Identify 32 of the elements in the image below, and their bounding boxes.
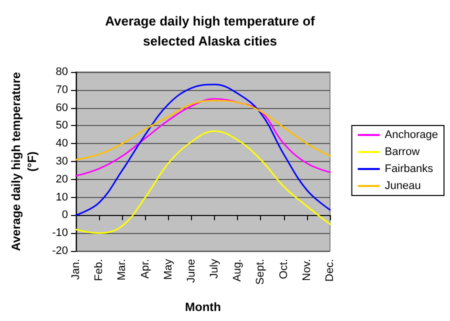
y-tick-label: 10 <box>56 191 68 204</box>
legend-label: Juneau <box>384 180 421 192</box>
y-tick-label: 80 <box>56 66 68 78</box>
x-tick-label: Aug. <box>232 259 244 282</box>
x-axis-title: Month <box>185 300 221 314</box>
x-tick-label: Nov. <box>300 259 313 281</box>
y-tick-label: 40 <box>56 138 68 150</box>
line-series <box>75 98 331 177</box>
y-tick-label: 0 <box>62 209 68 222</box>
legend-label: Barrow <box>384 146 420 158</box>
line-series <box>75 100 331 160</box>
legend-label: Fairbanks <box>384 163 434 175</box>
y-tick-label: -20 <box>52 245 68 257</box>
y-tick-label: 20 <box>56 173 68 186</box>
x-tick-label: Jan. <box>70 259 82 280</box>
y-tick-label: 60 <box>56 102 68 114</box>
x-tick-label: Dec. <box>324 259 336 282</box>
x-tick-label: Apr. <box>139 259 152 279</box>
x-tick-label: Mar. <box>116 259 128 280</box>
y-axis-title: Average daily high temperature (°F) <box>9 72 39 251</box>
x-tick-label: Oct. <box>278 259 290 280</box>
x-tick-label: Sept. <box>254 259 267 285</box>
x-tick-label: June <box>185 259 198 283</box>
chart-title: Average daily high temperature of selected Alaska cities <box>105 14 316 48</box>
x-tick-label: July <box>208 258 221 279</box>
y-tick-label: 70 <box>56 84 68 96</box>
y-tick-label: -10 <box>52 227 68 240</box>
legend-label: Anchorage <box>384 129 438 141</box>
y-tick-label: 30 <box>56 156 68 168</box>
x-tick-label: May <box>162 258 174 280</box>
y-tick-label: 50 <box>56 120 68 132</box>
x-tick-label: Feb. <box>93 259 106 282</box>
